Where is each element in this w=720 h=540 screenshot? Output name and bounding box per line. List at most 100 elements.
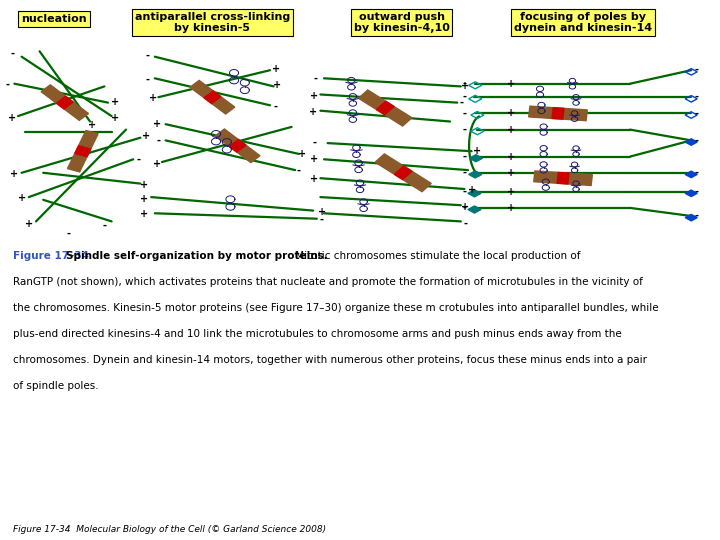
Text: -: - (137, 155, 141, 165)
Text: +: + (140, 210, 148, 219)
Polygon shape (469, 155, 482, 162)
Text: -: - (297, 166, 301, 176)
Polygon shape (468, 190, 481, 197)
Text: -: - (462, 187, 467, 197)
Polygon shape (41, 85, 89, 120)
Text: -: - (145, 51, 150, 61)
Text: +: + (298, 149, 307, 159)
Polygon shape (215, 129, 260, 163)
Polygon shape (75, 146, 91, 157)
Text: -: - (695, 92, 699, 102)
Text: +: + (309, 107, 318, 117)
Text: -: - (66, 228, 71, 238)
Text: +: + (88, 120, 96, 130)
Text: +: + (461, 81, 469, 91)
Polygon shape (557, 172, 569, 184)
Text: -: - (695, 136, 699, 145)
Polygon shape (229, 139, 246, 152)
Text: outward push
by kinesin-4,10: outward push by kinesin-4,10 (354, 12, 450, 33)
Text: +: + (17, 193, 26, 203)
Polygon shape (685, 139, 697, 145)
Text: +: + (10, 169, 19, 179)
Polygon shape (204, 91, 221, 104)
Polygon shape (68, 131, 98, 172)
Text: Spindle self-organization by motor proteins.: Spindle self-organization by motor prote… (66, 251, 328, 261)
Text: -: - (156, 136, 161, 145)
Text: +: + (507, 187, 516, 197)
Text: -: - (11, 49, 15, 59)
Text: +: + (472, 146, 481, 156)
Text: -: - (459, 98, 464, 107)
Text: -: - (145, 75, 150, 84)
Text: +: + (318, 207, 326, 217)
Text: plus-end directed kinesins-4 and 10 link the microtubules to chromosome arms and: plus-end directed kinesins-4 and 10 link… (13, 329, 621, 339)
Polygon shape (528, 106, 588, 120)
Text: -: - (462, 109, 467, 118)
Text: -: - (695, 168, 699, 178)
Text: +: + (507, 109, 516, 118)
Polygon shape (468, 206, 481, 213)
Polygon shape (359, 90, 412, 126)
Text: +: + (153, 159, 161, 168)
Polygon shape (685, 190, 697, 197)
Text: Figure 17–34: Figure 17–34 (13, 251, 92, 261)
Polygon shape (377, 102, 394, 114)
Text: +: + (507, 79, 516, 89)
Text: -: - (274, 102, 278, 111)
Text: +: + (148, 93, 157, 103)
Polygon shape (395, 166, 412, 179)
Text: +: + (24, 219, 33, 228)
Text: +: + (111, 97, 120, 106)
Polygon shape (552, 107, 564, 119)
Text: +: + (507, 152, 516, 161)
Text: antiparallel cross-linking
by kinesin-5: antiparallel cross-linking by kinesin-5 (135, 12, 290, 33)
Text: -: - (462, 152, 467, 161)
Text: +: + (111, 113, 120, 123)
Polygon shape (685, 214, 697, 221)
Text: -: - (695, 65, 699, 75)
Text: Figure 17-34  Molecular Biology of the Cell (© Garland Science 2008): Figure 17-34 Molecular Biology of the Ce… (13, 524, 326, 534)
Polygon shape (190, 80, 235, 114)
Text: -: - (462, 203, 467, 213)
Text: -: - (462, 79, 467, 89)
Text: -: - (462, 125, 467, 134)
Text: +: + (310, 174, 318, 184)
Text: +: + (140, 194, 148, 204)
Text: +: + (507, 125, 516, 134)
Text: -: - (695, 211, 699, 221)
Text: -: - (5, 79, 9, 89)
Text: of spindle poles.: of spindle poles. (13, 381, 99, 391)
Text: -: - (463, 219, 467, 229)
Text: +: + (310, 154, 318, 164)
Text: -: - (695, 187, 699, 197)
Polygon shape (534, 171, 593, 185)
Polygon shape (469, 171, 482, 178)
Text: RanGTP (not shown), which activates proteins that nucleate and promote the forma: RanGTP (not shown), which activates prot… (13, 277, 643, 287)
Text: -: - (462, 92, 467, 102)
Text: +: + (507, 203, 516, 213)
Text: -: - (313, 74, 318, 84)
Text: -: - (312, 138, 317, 147)
Text: -: - (320, 215, 324, 225)
Polygon shape (375, 154, 431, 192)
Text: +: + (153, 119, 161, 129)
Text: +: + (461, 202, 469, 212)
Text: +: + (468, 185, 477, 195)
Text: focusing of poles by
dynein and kinesin-14: focusing of poles by dynein and kinesin-… (514, 12, 652, 33)
Polygon shape (56, 96, 73, 109)
Text: +: + (142, 131, 150, 141)
Text: +: + (273, 80, 282, 90)
Text: nucleation: nucleation (21, 14, 87, 24)
Text: +: + (507, 168, 516, 178)
Text: -: - (462, 168, 467, 178)
Text: +: + (310, 91, 318, 100)
Text: +: + (8, 113, 17, 123)
Text: -: - (102, 221, 107, 231)
Text: chromosomes. Dynein and kinesin-14 motors, together with numerous other proteins: chromosomes. Dynein and kinesin-14 motor… (13, 355, 647, 365)
Text: the chromosomes. Kinesin-5 motor proteins (see Figure 17–30) organize these m cr: the chromosomes. Kinesin-5 motor protein… (13, 303, 659, 313)
Text: +: + (140, 180, 148, 190)
Text: Mitotic chromosomes stimulate the local production of: Mitotic chromosomes stimulate the local … (292, 251, 581, 261)
Text: -: - (695, 109, 699, 118)
Polygon shape (685, 171, 697, 178)
Text: +: + (271, 64, 280, 74)
